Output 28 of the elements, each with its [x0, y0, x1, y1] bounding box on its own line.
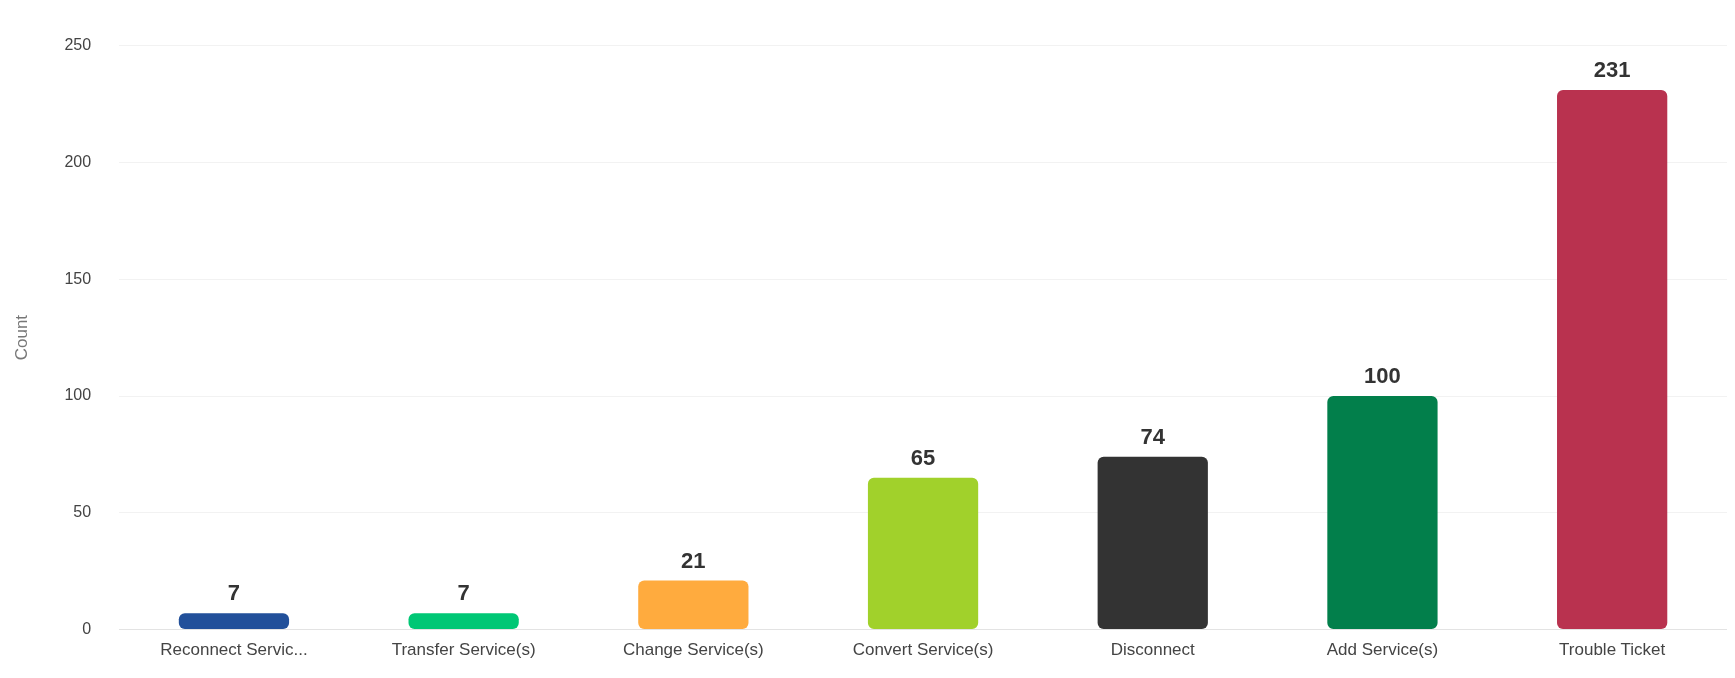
- x-tick-label: Reconnect Servic...: [160, 640, 308, 660]
- x-tick-label: Add Service(s): [1326, 640, 1439, 660]
- bar: [867, 477, 979, 630]
- data-label: 7: [457, 580, 470, 606]
- data-label: 21: [681, 547, 706, 573]
- y-tick-label: 100: [64, 386, 92, 404]
- x-tick-label: Disconnect: [1110, 640, 1196, 660]
- x-tick-label: Change Service(s): [622, 640, 764, 660]
- bar: [1097, 456, 1208, 630]
- x-tick-label: Convert Service(s): [852, 640, 994, 660]
- bar: [638, 580, 749, 630]
- bar: [178, 613, 290, 630]
- data-label: 65: [910, 444, 936, 470]
- data-label: 7: [227, 580, 241, 606]
- x-tick-label: Transfer Service(s): [391, 640, 536, 660]
- y-tick-label: 150: [64, 269, 92, 287]
- data-label: 100: [1364, 363, 1401, 389]
- y-tick-label: 0: [82, 620, 92, 638]
- data-label: 231: [1593, 57, 1631, 83]
- y-tick-label: 200: [64, 152, 92, 170]
- bar: [408, 613, 519, 630]
- bar: [1327, 396, 1438, 630]
- y-tick-label: 250: [64, 36, 92, 54]
- data-label: 74: [1140, 423, 1166, 449]
- x-tick-label: Trouble Ticket: [1559, 640, 1666, 660]
- bar: [1557, 89, 1668, 630]
- y-tick-label: 50: [73, 503, 92, 521]
- y-axis-title: Count: [11, 314, 31, 361]
